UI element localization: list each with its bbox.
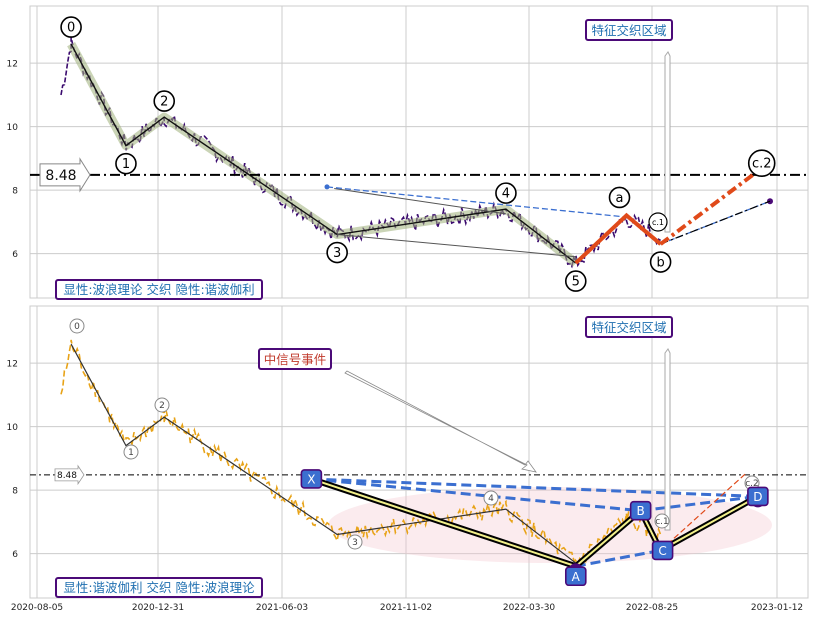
top-region-text: 特征交织区域 <box>591 23 666 38</box>
x-tick-label: 2023-01-12 <box>751 603 803 613</box>
wave-line <box>70 343 577 564</box>
blue-dashed-line <box>326 186 627 218</box>
level-arrow <box>54 464 85 486</box>
y-tick-label: 12 <box>7 360 18 370</box>
small-wave-label: 4 <box>488 494 494 504</box>
harmonic-label: C <box>658 544 666 558</box>
small-label: c.1 <box>652 218 664 227</box>
level-label: 8.48 <box>57 471 77 481</box>
harmonic-dashed <box>640 494 759 513</box>
wave-label: 3 <box>333 246 341 261</box>
small-wave-marker <box>483 490 499 506</box>
diagonal-arrow <box>344 370 537 473</box>
top-grid <box>30 6 808 298</box>
y-tick-label: 8 <box>12 487 18 497</box>
bottom-marks: 8.48 0 1 2 3 4 c.2 c.1 X A B C D <box>30 318 808 587</box>
signal-event-box: 中信号事件 <box>258 348 332 370</box>
y-tick-label: 12 <box>7 60 18 70</box>
harmonic-marker <box>651 540 674 561</box>
y-tick-label: 10 <box>7 123 19 133</box>
x-axis-ticks: 2020-08-05 2020-12-31 2021-06-03 2021-11-02… <box>11 603 803 613</box>
wave-label: 1 <box>122 157 130 172</box>
small-wave-marker <box>69 318 85 334</box>
x-tick-label: 2022-08-25 <box>626 603 678 613</box>
top-marks: 8.48 0 1 2 3 4 5 a b c.2 c.1 <box>30 16 808 292</box>
price-series-line <box>60 37 662 269</box>
wave-marker <box>495 182 517 204</box>
bottom-region-box: 特征交织区域 <box>585 316 673 338</box>
small-wave-label: c.1 <box>655 517 669 527</box>
abc-marker <box>608 186 631 209</box>
wave-marker <box>564 270 587 292</box>
harmonic-label: X <box>307 472 315 486</box>
abc-line <box>574 212 662 265</box>
harmonic-label: A <box>572 570 581 584</box>
y-tick-label: 8 <box>12 187 18 197</box>
level-label: 8.48 <box>45 168 76 184</box>
x-tick-label: 2020-08-05 <box>11 603 63 613</box>
harmonic-label: B <box>637 504 645 518</box>
wave-marker <box>115 152 137 175</box>
top-legend-box: 显性:波浪理论 交织 隐性:谐波伽利 <box>55 279 263 300</box>
x-tick-label: 2021-06-03 <box>256 603 308 613</box>
abc-marker <box>747 149 776 178</box>
wave-marker <box>153 90 176 112</box>
bottom-legend-text: 显性:谐波伽利 交织 隐性:波浪理论 <box>63 580 255 595</box>
wave-marker <box>60 16 82 38</box>
top-y-ticks: 6 8 10 12 <box>7 60 19 260</box>
small-wave-label: 3 <box>352 538 358 548</box>
small-wave-marker <box>654 513 670 529</box>
small-wave-marker <box>123 444 139 460</box>
small-wave-label: 1 <box>128 448 134 458</box>
abc-label: a <box>616 191 624 206</box>
vertical-arrow <box>664 348 671 531</box>
abc-label: b <box>656 256 664 271</box>
price-series-line <box>60 339 662 565</box>
harmonic-marker <box>564 566 587 587</box>
bottom-region-text: 特征交织区域 <box>591 320 666 335</box>
abc-projection <box>659 172 755 246</box>
c-projection <box>660 473 746 551</box>
level-arrow <box>39 157 91 193</box>
x-tick-label: 2021-11-02 <box>380 603 432 613</box>
wave-label: 0 <box>67 21 75 36</box>
channel-line <box>334 188 507 215</box>
top-legend-text: 显性:波浪理论 交织 隐性:谐波伽利 <box>63 282 254 297</box>
harmonic-marker <box>300 469 323 489</box>
wave-label: 4 <box>502 187 510 202</box>
small-wave-marker <box>154 397 170 413</box>
harmonic-dashed <box>311 477 641 513</box>
small-wave-label: c.2 <box>745 479 759 489</box>
abc-label: c.2 <box>752 157 772 172</box>
bottom-y-ticks: 6 8 10 12 <box>7 360 19 560</box>
small-marker <box>648 212 668 232</box>
top-region-box: 特征交织区域 <box>585 19 673 41</box>
vertical-arrow <box>664 51 671 233</box>
channel-line <box>337 234 576 258</box>
bottom-legend-box: 显性:谐波伽利 交织 隐性:波浪理论 <box>55 577 263 598</box>
harmonic-marker <box>747 486 769 507</box>
abc-marker <box>649 251 672 273</box>
y-tick-label: 10 <box>7 423 19 433</box>
small-wave-label: 0 <box>74 322 80 332</box>
wave-label: 2 <box>160 95 168 110</box>
wave-label: 5 <box>572 275 580 290</box>
small-wave-marker <box>347 534 363 550</box>
projection-line <box>660 200 771 245</box>
wave-marker <box>326 241 348 264</box>
x-tick-label: 2022-03-30 <box>503 603 556 613</box>
x-tick-label: 2020-12-31 <box>132 603 184 613</box>
y-tick-label: 6 <box>12 250 18 260</box>
blue-dot <box>324 184 330 190</box>
y-tick-label: 6 <box>12 550 18 560</box>
harmonic-marker <box>629 500 652 521</box>
harmonic-label: D <box>753 490 762 504</box>
signal-event-text: 中信号事件 <box>264 352 327 367</box>
small-wave-label: 2 <box>159 401 165 411</box>
